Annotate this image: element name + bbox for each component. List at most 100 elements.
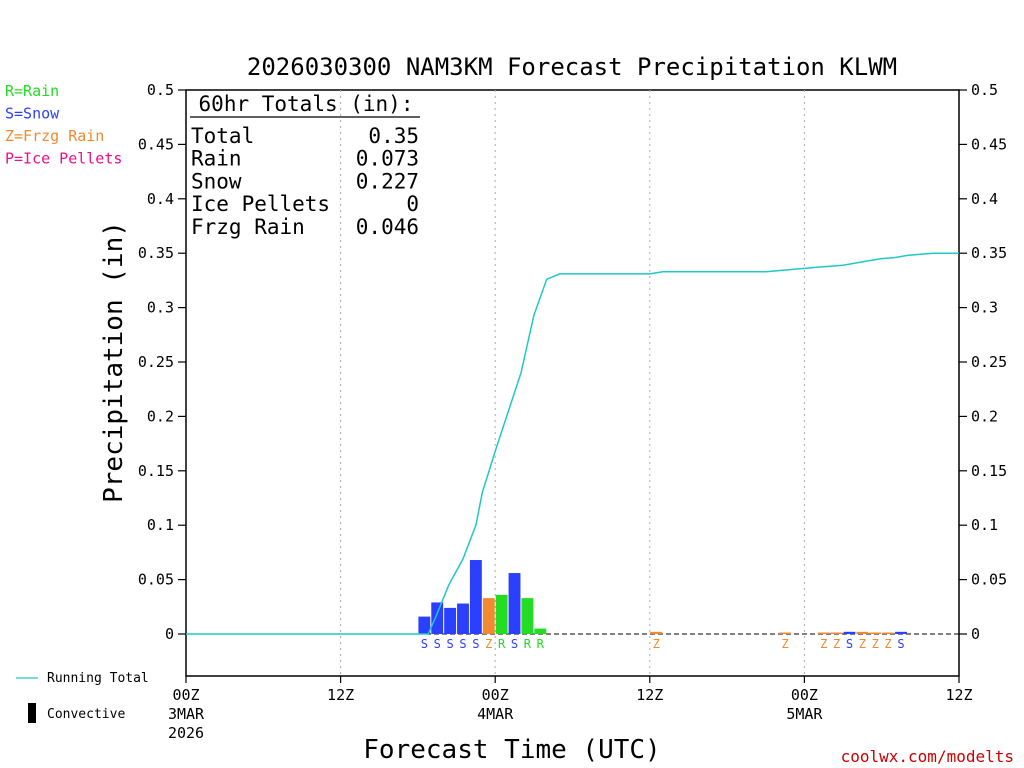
- y-tick-label: 0.25: [138, 353, 174, 371]
- totals-label: Ice Pellets: [191, 192, 330, 216]
- precip-bar: [779, 632, 792, 634]
- y-tick-label: 0.05: [971, 571, 1007, 589]
- precip-bar: [431, 602, 444, 634]
- totals-box: 60hr Totals (in): Total 0.35 Rain 0.073 Snow…: [190, 92, 420, 239]
- chart-title: 2026030300 NAM3KM Forecast Precipitation…: [247, 53, 897, 81]
- plot-area: [185, 89, 960, 677]
- x-tick-label: 00Z: [172, 686, 199, 704]
- x-tick-label: 00Z: [482, 686, 509, 704]
- x-date-label: 4MAR: [477, 705, 514, 723]
- type-legend-item: R=Rain: [5, 82, 59, 100]
- y-tick-label: 0.05: [138, 571, 174, 589]
- precip-type-legend: R=Rain S=Snow Z=Frzg Rain P=Ice Pellets: [5, 82, 122, 168]
- precip-bar: [856, 631, 869, 634]
- y-tick-label: 0.45: [138, 135, 174, 153]
- y-tick-label: 0.25: [971, 353, 1007, 371]
- precip-type-label: Z: [820, 637, 827, 651]
- y-axis-label: Precipitation (in): [99, 221, 129, 503]
- precip-type-label: Z: [872, 637, 879, 651]
- totals-label: Rain: [191, 147, 242, 171]
- precip-type-label: Z: [781, 637, 788, 651]
- legend-label: Running Total: [47, 671, 149, 686]
- totals-value: 0.35: [368, 124, 419, 148]
- y-tick-label: 0.1: [147, 516, 174, 534]
- legend-bar-swatch: [28, 703, 36, 723]
- precip-bar: [457, 603, 469, 634]
- y-tick-label: 0: [165, 625, 174, 643]
- y-tick-label: 0.4: [147, 190, 174, 208]
- totals-value: 0.046: [356, 215, 419, 239]
- precip-bar: [843, 631, 856, 634]
- precip-type-label: R: [524, 637, 532, 651]
- y-tick-label: 0: [971, 625, 980, 643]
- precip-bar: [482, 598, 495, 634]
- totals-value: 0.073: [356, 147, 419, 171]
- y-tick-label: 0.45: [971, 135, 1007, 153]
- x-year-label: 2026: [168, 724, 204, 742]
- type-legend-item: Z=Frzg Rain: [5, 127, 104, 145]
- y-tick-label: 0.4: [971, 190, 998, 208]
- y-tick-label: 0.5: [147, 81, 174, 99]
- y-tick-label: 0.2: [147, 407, 174, 425]
- y-tick-label: 0.35: [138, 244, 174, 262]
- type-legend-item: P=Ice Pellets: [5, 150, 122, 168]
- precip-type-label: Z: [859, 637, 866, 651]
- x-axis-label: Forecast Time (UTC): [363, 735, 660, 765]
- precip-type-label: S: [846, 637, 853, 651]
- running-total-line: [186, 252, 959, 635]
- x-tick-label: 00Z: [791, 686, 818, 704]
- y-tick-label: 0.2: [971, 407, 998, 425]
- precip-type-label: S: [511, 637, 518, 651]
- precip-type-label: R: [498, 637, 506, 651]
- x-date-label: 5MAR: [786, 705, 823, 723]
- precip-bar: [817, 632, 830, 634]
- precip-type-label: S: [421, 637, 428, 651]
- precip-bar: [508, 573, 521, 634]
- precip-type-label: Z: [485, 637, 492, 651]
- y-tick-label: 0.15: [138, 462, 174, 480]
- precip-type-label: S: [446, 637, 453, 651]
- y-tick-label: 0.3: [147, 299, 174, 317]
- precip-bar: [650, 631, 663, 634]
- precip-bar: [521, 598, 534, 634]
- series-legend: Running Total Convective: [16, 671, 149, 723]
- legend-label: Convective: [47, 707, 125, 722]
- precip-bar: [882, 632, 895, 634]
- precip-type-label: R: [537, 637, 545, 651]
- precip-type-label: S: [897, 637, 904, 651]
- credit-text: coolwx.com/modelts: [841, 747, 1014, 766]
- totals-value: 0: [406, 192, 419, 216]
- precip-type-label: S: [472, 637, 479, 651]
- y-axis-left: 0 0.05 0.1 0.15 0.2 0.25 0.3 0.35 0.4 0.45 0.5: [138, 81, 186, 643]
- precip-bar: [495, 594, 508, 634]
- precip-bar: [469, 560, 482, 634]
- precip-type-label: S: [459, 637, 466, 651]
- precip-bar: [418, 616, 431, 634]
- precip-bar: [869, 632, 882, 634]
- precip-type-label: Z: [653, 637, 660, 651]
- precip-bar: [534, 628, 547, 634]
- precip-bar: [895, 631, 907, 634]
- totals-value: 0.227: [356, 169, 419, 193]
- totals-heading: 60hr Totals (in):: [199, 92, 414, 116]
- precip-bar: [830, 632, 843, 634]
- y-tick-label: 0.15: [971, 462, 1007, 480]
- precip-bar: [444, 607, 457, 634]
- y-tick-label: 0.3: [971, 299, 998, 317]
- y-axis-right: 0 0.05 0.1 0.15 0.2 0.25 0.3 0.35 0.4 0.45 0.5: [959, 81, 1007, 643]
- type-legend-item: S=Snow: [5, 105, 60, 123]
- totals-label: Frzg Rain: [191, 215, 305, 239]
- y-tick-label: 0.5: [971, 81, 998, 99]
- y-tick-label: 0.1: [971, 516, 998, 534]
- precip-type-label: Z: [885, 637, 892, 651]
- y-tick-label: 0.35: [971, 244, 1007, 262]
- x-tick-label: 12Z: [945, 686, 972, 704]
- totals-label: Total: [191, 124, 254, 148]
- precip-type-label: Z: [833, 637, 840, 651]
- x-tick-label: 12Z: [327, 686, 354, 704]
- x-tick-label: 12Z: [636, 686, 663, 704]
- totals-label: Snow: [191, 169, 242, 193]
